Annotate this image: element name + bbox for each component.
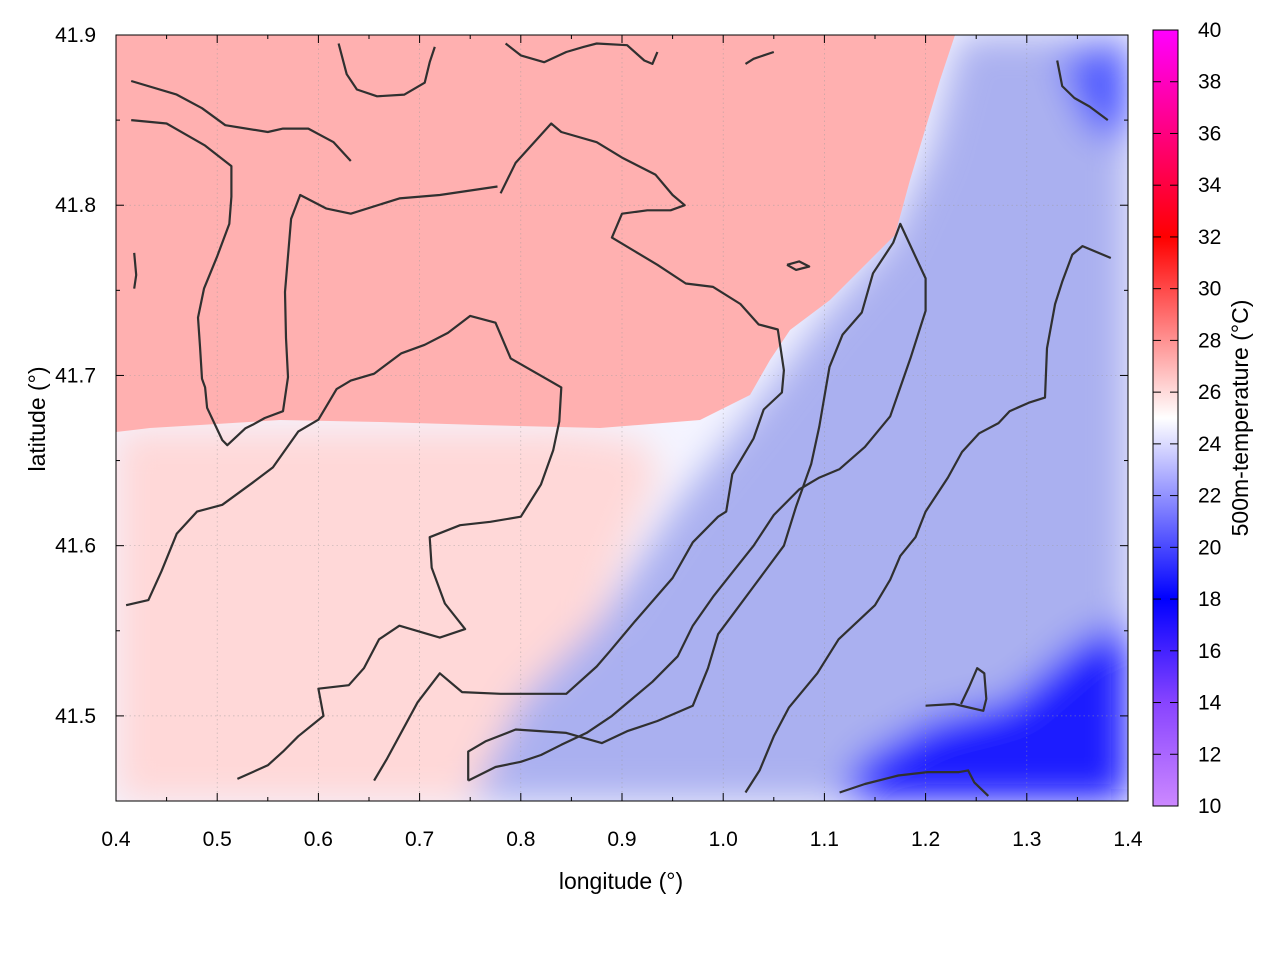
colorbar-tick-label: 28 bbox=[1198, 329, 1221, 352]
x-tick-label: 0.5 bbox=[203, 828, 232, 851]
contour-line-12 bbox=[504, 42, 659, 66]
y-tick-label: 41.9 bbox=[55, 24, 96, 47]
contour-line-14 bbox=[786, 260, 811, 271]
x-axis-label: longitude (°) bbox=[559, 868, 683, 894]
colorbar-tick-label: 22 bbox=[1198, 485, 1221, 508]
x-tick-label: 0.4 bbox=[101, 828, 131, 851]
x-tick-label: 1.3 bbox=[1012, 828, 1041, 851]
colorbar-ticks: 10 12 14 16 18 20 22 24 26 28 30 32 34 36 38 40 bbox=[1153, 19, 1222, 818]
contour-line-3 bbox=[133, 252, 138, 289]
colorbar-tick-label: 34 bbox=[1198, 174, 1222, 197]
y-tick-label: 41.5 bbox=[55, 705, 96, 728]
contour-line-8 bbox=[839, 769, 990, 797]
colorbar-tick-label: 16 bbox=[1198, 640, 1221, 663]
heatmap-surface bbox=[116, 35, 1128, 801]
colorbar-tick-label: 30 bbox=[1198, 278, 1221, 301]
x-tick-label: 1.0 bbox=[709, 828, 738, 851]
x-tick-label: 1.1 bbox=[810, 828, 839, 851]
region-warm-north bbox=[116, 35, 955, 432]
colorbar-tick-label: 20 bbox=[1198, 536, 1221, 559]
contour-line-5 bbox=[373, 122, 786, 782]
colorbar bbox=[1152, 29, 1179, 807]
colorbar-tick-label: 12 bbox=[1198, 743, 1221, 766]
contour-line-13 bbox=[744, 50, 775, 65]
axis-ticks: 0.4 0.5 0.6 0.7 0.8 0.9 1.0 1.1 1.2 1.3 1.4 41.5 41.… bbox=[55, 24, 1143, 851]
colorbar-tick-label: 24 bbox=[1198, 433, 1222, 456]
colorbar-tick-label: 10 bbox=[1198, 795, 1221, 818]
x-tick-label: 0.6 bbox=[304, 828, 333, 851]
colorbar-tick-label: 36 bbox=[1198, 122, 1221, 145]
x-tick-label: 0.7 bbox=[405, 828, 434, 851]
colorbar-tick-label: 26 bbox=[1198, 381, 1221, 404]
y-axis-label: latitude (°) bbox=[24, 366, 50, 471]
x-tick-label: 1.4 bbox=[1113, 828, 1143, 851]
x-tick-label: 0.9 bbox=[607, 828, 636, 851]
contour-line-10 bbox=[1056, 60, 1109, 121]
contour-line-1 bbox=[130, 79, 352, 162]
contour-line-7 bbox=[744, 245, 1112, 794]
y-tick-label: 41.7 bbox=[55, 364, 96, 387]
contour-line-11 bbox=[337, 43, 436, 98]
y-tick-label: 41.6 bbox=[55, 535, 96, 558]
colorbar-label: 500m-temperature (°C) bbox=[1227, 300, 1253, 537]
x-tick-label: 1.2 bbox=[911, 828, 940, 851]
colorbar-tick-label: 14 bbox=[1198, 692, 1222, 715]
region-cool-east bbox=[470, 35, 1128, 801]
contour-line-4 bbox=[125, 314, 563, 780]
x-tick-label: 0.8 bbox=[506, 828, 535, 851]
contour-lines bbox=[125, 42, 1112, 797]
colorbar-tick-label: 40 bbox=[1198, 19, 1221, 42]
colorbar-tick-label: 38 bbox=[1198, 71, 1221, 94]
contour-line-9 bbox=[925, 667, 988, 712]
colorbar-tick-label: 32 bbox=[1198, 226, 1221, 249]
region-cold-northeast bbox=[1060, 40, 1128, 140]
y-tick-label: 41.8 bbox=[55, 194, 96, 217]
colorbar-tick-label: 18 bbox=[1198, 588, 1221, 611]
contour-line-2 bbox=[131, 119, 498, 447]
contour-line-6 bbox=[467, 222, 927, 782]
